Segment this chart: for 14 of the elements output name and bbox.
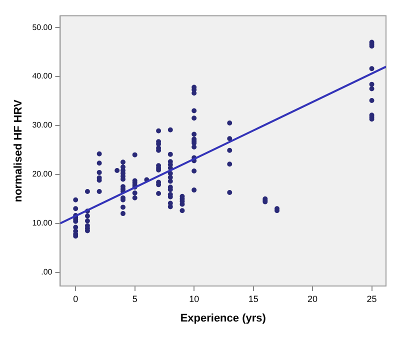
x-tick-label: 10 (189, 294, 200, 304)
y-tick-label: 50.00 (32, 22, 53, 32)
x-tick-label: 0 (73, 294, 78, 304)
x-tick-label: 20 (308, 294, 318, 304)
x-tick-label: 25 (366, 294, 377, 304)
x-tick-label: 5 (132, 294, 138, 304)
y-tick-label: 30.00 (32, 120, 53, 130)
x-tick-label: 15 (248, 294, 258, 304)
y-tick-label: 20.00 (32, 170, 53, 179)
y-tick-label: 10.00 (32, 218, 53, 228)
y-tick-label: 40.00 (32, 72, 53, 81)
y-axis-title: normalised HF HRV (12, 99, 25, 202)
x-axis-title: Experience (yrs) (180, 312, 266, 324)
y-tick-label: .00 (41, 267, 53, 276)
